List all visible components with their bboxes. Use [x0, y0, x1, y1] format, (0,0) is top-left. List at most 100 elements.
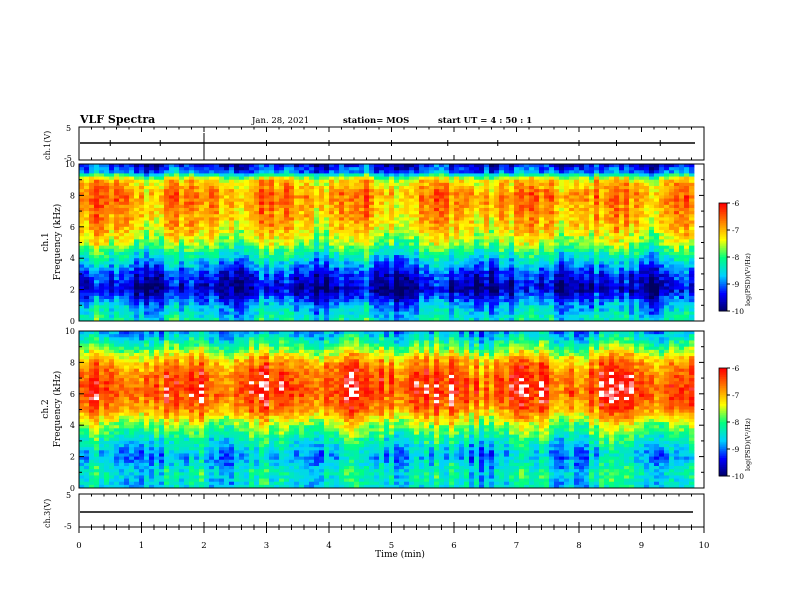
heatmap-cell	[279, 280, 285, 284]
heatmap-cell	[204, 261, 210, 265]
heatmap-cell	[99, 185, 105, 190]
heatmap-cell	[379, 185, 385, 190]
heatmap-cell	[399, 182, 405, 187]
heatmap-cell	[144, 229, 150, 234]
heatmap-cell	[384, 182, 390, 187]
heatmap-cell	[214, 267, 220, 272]
heatmap-cell	[199, 189, 205, 193]
heatmap-cell	[149, 299, 155, 303]
heatmap-cell	[554, 267, 560, 272]
heatmap-cell	[504, 192, 510, 196]
heatmap-cell	[119, 179, 125, 184]
heatmap-cell	[274, 273, 280, 278]
heatmap-cell	[329, 233, 335, 237]
heatmap-cell	[239, 189, 245, 193]
heatmap-cell	[559, 292, 565, 297]
heatmap-cell	[189, 185, 195, 190]
heatmap-cell	[294, 167, 300, 171]
heatmap-cell	[299, 289, 305, 294]
heatmap-cell	[324, 270, 330, 275]
heatmap-cell	[484, 289, 490, 294]
heatmap-cell	[314, 192, 320, 196]
heatmap-cell	[184, 308, 190, 312]
heatmap-cell	[554, 251, 560, 256]
heatmap-cell	[229, 302, 235, 306]
heatmap-cell	[309, 185, 315, 190]
heatmap-cell	[249, 255, 255, 259]
heatmap-cell	[244, 258, 250, 262]
heatmap-cell	[259, 226, 265, 231]
heatmap-cell	[284, 305, 290, 309]
heatmap-cell	[149, 242, 155, 247]
heatmap-cell	[139, 179, 145, 184]
heatmap-cell	[559, 198, 565, 203]
heatmap-cell	[534, 317, 540, 322]
heatmap-cell	[199, 192, 205, 196]
heatmap-cell	[189, 223, 195, 228]
heatmap-cell	[244, 255, 250, 259]
heatmap-cell	[329, 261, 335, 265]
heatmap-cell	[214, 264, 220, 269]
heatmap-cell	[349, 283, 355, 287]
heatmap-cell	[524, 211, 530, 215]
heatmap-cell	[174, 211, 180, 215]
heatmap-cell	[314, 299, 320, 303]
heatmap-cell	[124, 242, 130, 247]
heatmap-cell	[149, 302, 155, 306]
heatmap-cell	[559, 295, 565, 300]
heatmap-cell	[399, 283, 405, 287]
heatmap-cell	[169, 251, 175, 256]
heatmap-cell	[404, 273, 410, 278]
heatmap-cell	[99, 302, 105, 306]
heatmap-cell	[374, 233, 380, 237]
heatmap-cell	[499, 233, 505, 237]
heatmap-cell	[184, 220, 190, 225]
heatmap-cell	[269, 248, 275, 253]
heatmap-cell	[384, 176, 390, 181]
heatmap-cell	[129, 264, 135, 269]
heatmap-cell	[119, 283, 125, 287]
heatmap-cell	[394, 164, 400, 168]
heatmap-cell	[109, 317, 115, 322]
heatmap-cell	[304, 204, 310, 209]
heatmap-cell	[94, 264, 100, 269]
heatmap-cell	[389, 164, 395, 168]
heatmap-cell	[329, 264, 335, 269]
heatmap-cell	[184, 189, 190, 193]
heatmap-cell	[459, 217, 465, 221]
heatmap-cell	[534, 242, 540, 247]
heatmap-cell	[204, 204, 210, 209]
heatmap-cell	[469, 179, 475, 184]
heatmap-cell	[339, 233, 345, 237]
heatmap-cell	[544, 220, 550, 225]
heatmap-cell	[554, 280, 560, 284]
heatmap-cell	[314, 273, 320, 278]
heatmap-cell	[84, 286, 90, 290]
heatmap-cell	[509, 179, 515, 184]
heatmap-cell	[114, 164, 120, 168]
heatmap-cell	[524, 170, 530, 174]
heatmap-cell	[89, 286, 95, 290]
heatmap-cell	[434, 280, 440, 284]
heatmap-cell	[459, 277, 465, 281]
heatmap-cell	[494, 255, 500, 259]
heatmap-cell	[104, 229, 110, 234]
heatmap-cell	[474, 255, 480, 259]
heatmap-cell	[79, 286, 85, 290]
heatmap-cell	[389, 170, 395, 174]
heatmap-cell	[214, 167, 220, 171]
heatmap-cell	[294, 317, 300, 322]
heatmap-cell	[199, 229, 205, 234]
heatmap-cell	[84, 220, 90, 225]
heatmap-cell	[514, 179, 520, 184]
heatmap-cell	[164, 179, 170, 184]
heatmap-cell	[469, 226, 475, 231]
heatmap-cell	[234, 239, 240, 243]
heatmap-cell	[164, 204, 170, 209]
heatmap-cell	[299, 220, 305, 225]
heatmap-cell	[419, 167, 425, 171]
heatmap-cell	[134, 223, 140, 228]
heatmap-cell	[219, 164, 225, 168]
heatmap-cell	[299, 283, 305, 287]
heatmap-cell	[359, 223, 365, 228]
